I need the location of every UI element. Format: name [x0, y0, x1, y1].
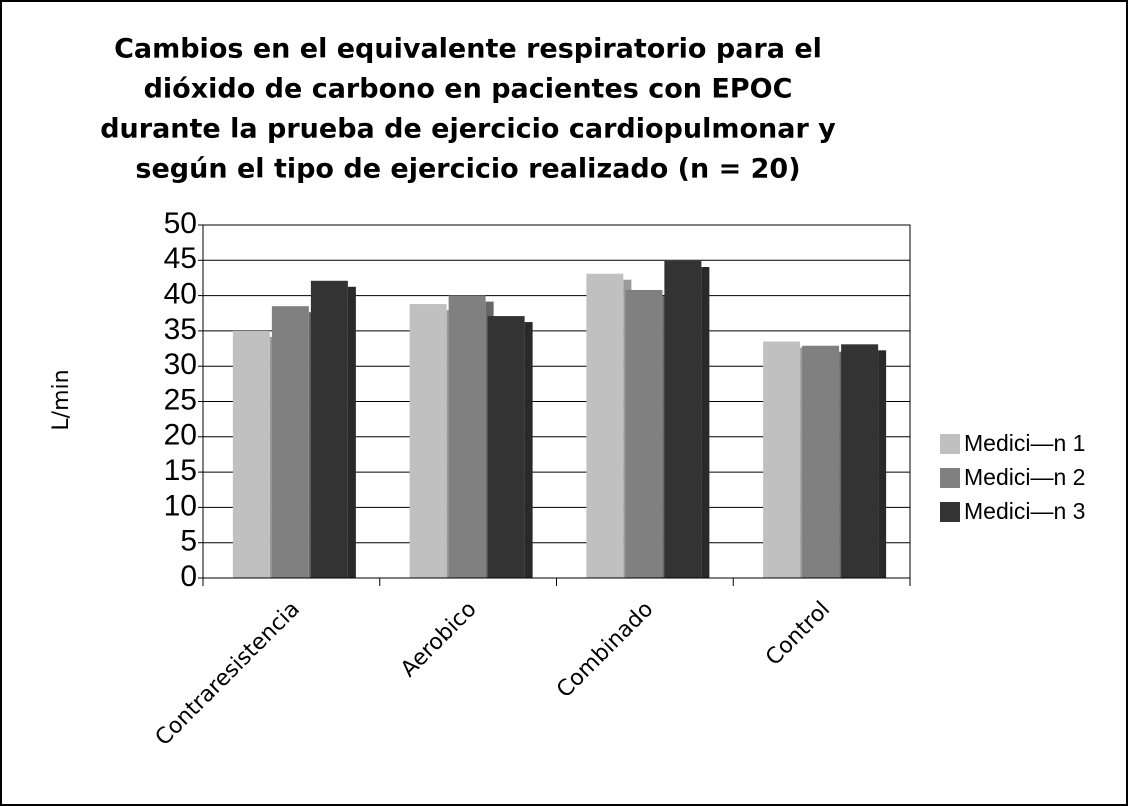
y-tick-label: 20: [164, 419, 197, 452]
bar: [487, 316, 525, 578]
bar: [625, 289, 663, 578]
y-tick-label: 15: [164, 454, 197, 487]
chart-title: dióxido de carbono en pacientes con EPOC: [144, 74, 793, 105]
y-tick-label: 10: [164, 489, 197, 522]
bar-side: [347, 286, 356, 578]
y-tick-label: 40: [164, 278, 197, 311]
y-tick-label: 5: [180, 525, 197, 558]
bar: [409, 304, 447, 578]
legend-swatch: [940, 468, 960, 488]
bar-side: [524, 322, 533, 578]
bar: [664, 261, 702, 578]
legend-label: Medici—n 3: [964, 498, 1085, 524]
y-tick-label: 25: [164, 383, 197, 416]
bar: [763, 341, 801, 578]
chart-title: durante la prueba de ejercicio cardiopul…: [100, 114, 836, 145]
bar: [841, 344, 879, 578]
y-tick-label: 45: [164, 242, 197, 275]
y-tick-label: 30: [164, 348, 197, 381]
y-tick-label: 35: [164, 313, 197, 346]
y-tick-label: 50: [164, 207, 197, 240]
legend-label: Medici—n 1: [964, 430, 1085, 456]
bar: [271, 306, 309, 578]
y-tick-label: 0: [180, 560, 197, 593]
bar: [232, 330, 270, 578]
bar-side: [701, 267, 710, 578]
legend-swatch: [940, 502, 960, 522]
legend-swatch: [940, 434, 960, 454]
chart-title: Cambios en el equivalente respiratorio p…: [114, 34, 822, 65]
legend-label: Medici—n 2: [964, 464, 1085, 490]
bar: [586, 273, 624, 578]
chart-title: según el tipo de ejercicio realizado (n …: [135, 154, 800, 185]
bar: [802, 345, 840, 578]
bar-side: [878, 350, 887, 578]
bar: [310, 280, 348, 578]
y-axis-label: L/min: [49, 369, 74, 430]
bar: [448, 295, 486, 578]
